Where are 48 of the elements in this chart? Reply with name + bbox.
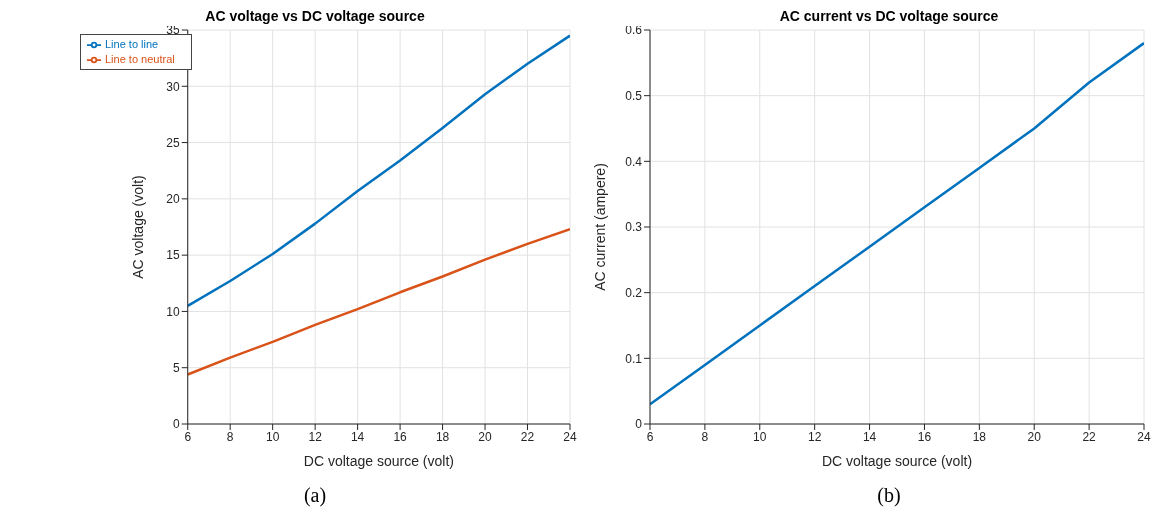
y-tick-label: 0.4 [625,154,643,169]
y-tick-label: 10 [166,304,181,319]
x-tick-label: 16 [393,429,408,444]
line-series [187,34,570,308]
y-tick-label: 0.6 [625,23,643,38]
x-tick-label: 14 [350,429,365,444]
y-tick-label: 0.5 [625,88,643,103]
x-tick-label: 10 [753,429,767,444]
x-tick-label: 24 [1137,429,1151,444]
text: (b) [876,484,902,507]
x-tick-label: 14 [862,429,877,444]
x-tick-label: 20 [1027,429,1042,444]
line-series [187,228,570,376]
y-tick-label: 15 [166,248,181,263]
x-tick-label: 18 [972,429,987,444]
chart-title: AC voltage vs DC voltage source [205,8,425,24]
x-tick-label: 8 [701,429,709,444]
y-axis-title: AC current (ampere) [591,163,608,291]
y-tick-label: 0 [635,417,643,432]
y-tick-label: 35 [166,23,181,38]
y-tick-label: 0.3 [625,220,643,235]
x-tick-label: 22 [520,429,535,444]
x-tick-label: 24 [563,429,577,444]
x-tick-label: 22 [1082,429,1097,444]
y-tick-label: 30 [166,79,181,94]
text: (a) [302,484,328,507]
x-tick-label: 12 [308,429,323,444]
line-series [650,41,1144,406]
x-axis-title: DC voltage source (volt) [821,453,973,469]
legend-label: Line to line [105,38,159,50]
x-tick-label: 12 [807,429,822,444]
y-tick-label: 0.1 [625,351,643,366]
x-axis-title: DC voltage source (volt) [303,453,454,469]
y-tick-label: 0 [173,417,181,432]
x-tick-label: 6 [184,429,192,444]
x-tick-label: 8 [226,429,234,444]
y-tick-label: 0.2 [625,285,643,300]
legend-label: Line to neutral [105,53,175,66]
x-tick-label: 20 [478,429,493,444]
x-tick-label: 6 [646,429,654,444]
x-tick-label: 16 [917,429,932,444]
chart-title: AC current vs DC voltage source [779,8,999,24]
y-tick-label: 20 [166,192,181,207]
x-tick-label: 10 [265,429,280,444]
x-tick-label: 18 [435,429,450,444]
y-tick-label: 5 [173,360,181,375]
y-axis-title: AC voltage (volt) [129,175,146,279]
y-tick-label: 25 [166,135,181,150]
